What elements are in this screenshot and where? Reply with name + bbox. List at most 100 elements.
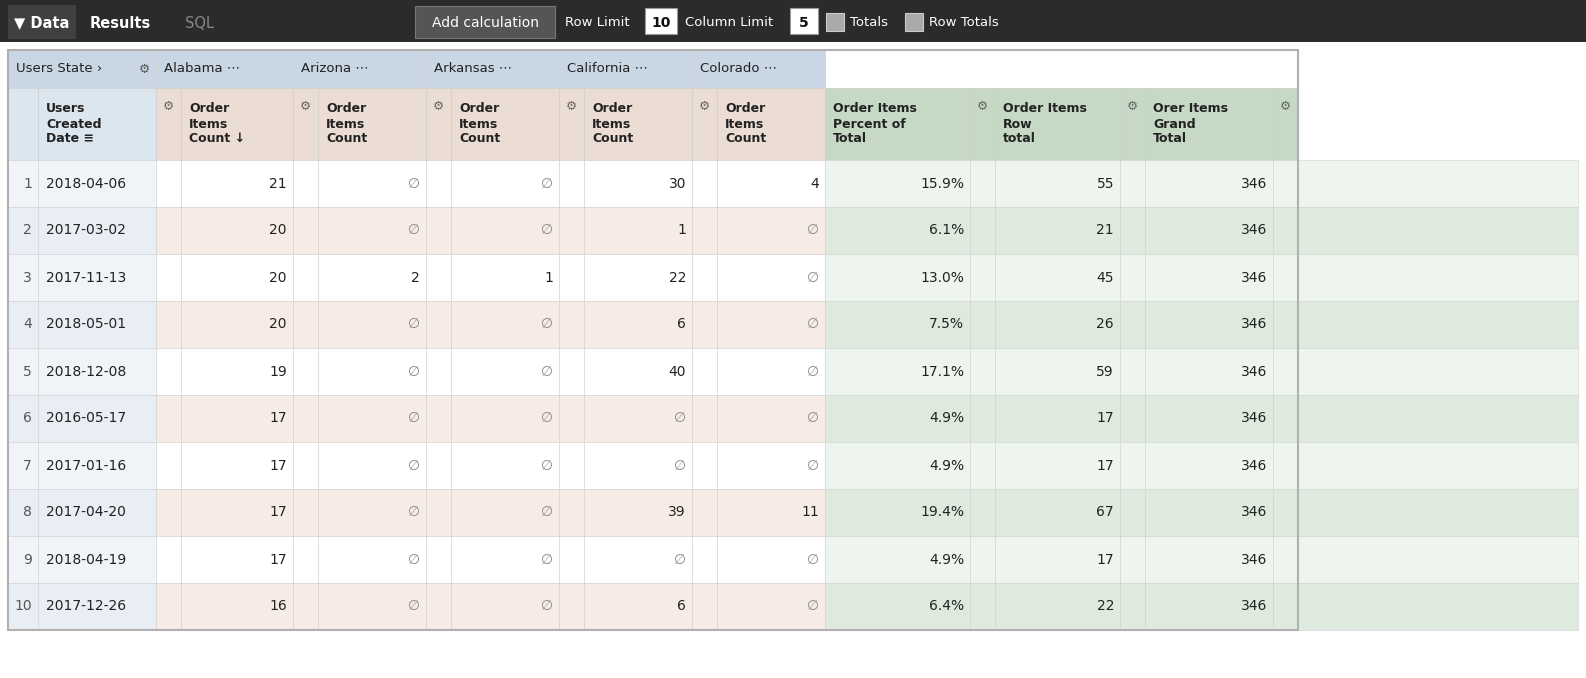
Text: ∅: ∅ bbox=[807, 412, 818, 426]
Bar bbox=[1145, 348, 1274, 395]
Text: 39: 39 bbox=[668, 506, 687, 519]
Text: Users
Created
Date ≡: Users Created Date ≡ bbox=[46, 102, 102, 146]
Bar bbox=[558, 489, 584, 536]
Text: Order
Items
Count: Order Items Count bbox=[327, 102, 368, 146]
Text: 4: 4 bbox=[24, 317, 32, 332]
Bar bbox=[1145, 207, 1274, 254]
Text: Column Limit: Column Limit bbox=[685, 16, 772, 30]
Text: 5: 5 bbox=[799, 16, 809, 30]
Bar bbox=[1145, 160, 1274, 207]
Bar bbox=[994, 583, 1120, 630]
Bar bbox=[293, 489, 319, 536]
Bar bbox=[319, 583, 427, 630]
Text: 20: 20 bbox=[270, 224, 287, 237]
Bar bbox=[0, 42, 1586, 50]
Bar bbox=[994, 88, 1120, 160]
Bar bbox=[181, 160, 293, 207]
Bar bbox=[691, 583, 717, 630]
Bar bbox=[293, 207, 319, 254]
Bar bbox=[825, 207, 971, 254]
Text: 6.4%: 6.4% bbox=[929, 599, 964, 614]
Bar bbox=[558, 301, 584, 348]
Text: 1: 1 bbox=[24, 176, 32, 191]
Text: ∅: ∅ bbox=[674, 412, 687, 426]
Text: ∅: ∅ bbox=[408, 458, 420, 473]
Text: ∅: ∅ bbox=[408, 553, 420, 567]
Bar bbox=[450, 395, 558, 442]
Bar bbox=[0, 0, 1586, 42]
Bar bbox=[427, 50, 558, 88]
Text: 17: 17 bbox=[270, 412, 287, 426]
Text: ∅: ∅ bbox=[674, 553, 687, 567]
Bar bbox=[450, 348, 558, 395]
Bar bbox=[8, 50, 1297, 630]
Text: ▼ Data: ▼ Data bbox=[14, 16, 70, 31]
Bar bbox=[8, 207, 38, 254]
Bar bbox=[691, 395, 717, 442]
Bar bbox=[319, 442, 427, 489]
Text: 19: 19 bbox=[270, 365, 287, 378]
Bar bbox=[8, 442, 38, 489]
Bar bbox=[293, 160, 319, 207]
Bar bbox=[825, 442, 971, 489]
Text: Users State ›: Users State › bbox=[16, 62, 102, 75]
Bar bbox=[717, 583, 825, 630]
Bar bbox=[1145, 301, 1274, 348]
Text: ∅: ∅ bbox=[408, 365, 420, 378]
Text: 30: 30 bbox=[669, 176, 687, 191]
Bar bbox=[427, 88, 450, 160]
Text: 6: 6 bbox=[677, 599, 687, 614]
Bar bbox=[38, 254, 155, 301]
Bar bbox=[971, 536, 994, 583]
Bar bbox=[155, 50, 293, 88]
Bar bbox=[1120, 301, 1145, 348]
Text: 21: 21 bbox=[1096, 224, 1113, 237]
Bar bbox=[319, 395, 427, 442]
Bar bbox=[38, 489, 155, 536]
Bar bbox=[717, 489, 825, 536]
Bar bbox=[181, 348, 293, 395]
Text: 26: 26 bbox=[1096, 317, 1113, 332]
Bar bbox=[181, 88, 293, 160]
Bar bbox=[450, 583, 558, 630]
Bar bbox=[8, 489, 38, 536]
Bar bbox=[293, 395, 319, 442]
Bar bbox=[38, 348, 155, 395]
Text: ∅: ∅ bbox=[408, 176, 420, 191]
Text: 346: 346 bbox=[1240, 176, 1267, 191]
Bar bbox=[293, 301, 319, 348]
Bar bbox=[319, 207, 427, 254]
Text: ∅: ∅ bbox=[807, 271, 818, 285]
Bar bbox=[1145, 254, 1274, 301]
Bar bbox=[8, 50, 155, 88]
Bar bbox=[427, 395, 450, 442]
Text: 346: 346 bbox=[1240, 506, 1267, 519]
Bar bbox=[825, 536, 971, 583]
Text: ∅: ∅ bbox=[408, 224, 420, 237]
Text: ⚙: ⚙ bbox=[566, 100, 577, 113]
Bar bbox=[646, 8, 677, 34]
Bar bbox=[971, 348, 994, 395]
Text: Order
Items
Count: Order Items Count bbox=[458, 102, 500, 146]
Text: ∅: ∅ bbox=[408, 599, 420, 614]
Bar bbox=[825, 583, 971, 630]
Text: 13.0%: 13.0% bbox=[920, 271, 964, 285]
Text: 5: 5 bbox=[24, 365, 32, 378]
Bar bbox=[38, 301, 155, 348]
Bar bbox=[584, 583, 691, 630]
Bar bbox=[717, 348, 825, 395]
Bar bbox=[584, 207, 691, 254]
Bar bbox=[994, 160, 1120, 207]
Text: 2017-04-20: 2017-04-20 bbox=[46, 506, 125, 519]
Bar bbox=[1145, 442, 1274, 489]
Bar bbox=[450, 536, 558, 583]
Text: Order Items
Percent of
Total: Order Items Percent of Total bbox=[833, 102, 917, 146]
Bar bbox=[717, 88, 825, 160]
Bar bbox=[1274, 395, 1578, 442]
Bar bbox=[181, 207, 293, 254]
Bar bbox=[971, 489, 994, 536]
Text: Colorado ⋯: Colorado ⋯ bbox=[699, 62, 777, 75]
Text: 2018-04-06: 2018-04-06 bbox=[46, 176, 127, 191]
Bar bbox=[427, 348, 450, 395]
Text: Order
Items
Count: Order Items Count bbox=[592, 102, 633, 146]
